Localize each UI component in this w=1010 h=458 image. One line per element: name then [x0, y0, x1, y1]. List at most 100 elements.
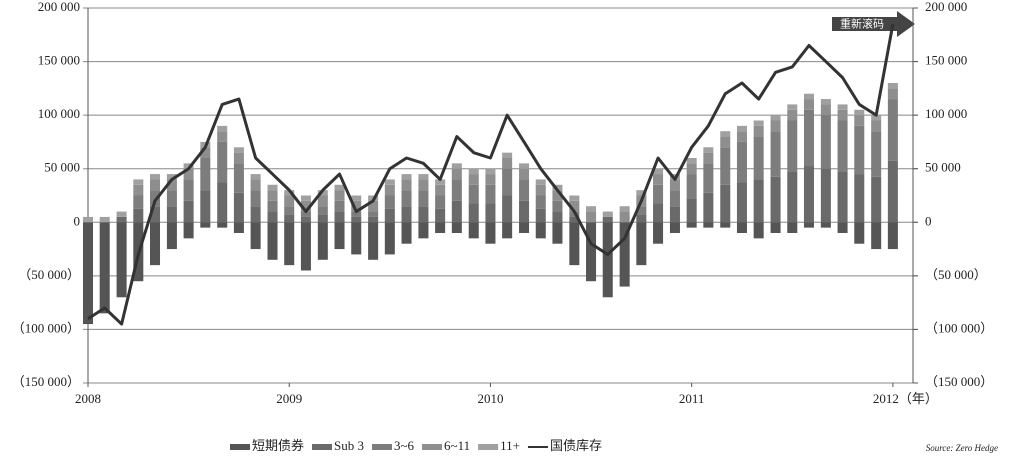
y-tick-label: （50 000）: [18, 267, 80, 282]
y2-tick-label: （100 000）: [925, 320, 993, 335]
bar: [787, 109, 798, 121]
bar: [820, 168, 831, 223]
bar: [418, 179, 429, 191]
bar: [569, 222, 580, 266]
bar: [401, 179, 412, 191]
legend-label: 国债库存: [550, 438, 602, 453]
y-tick-label: 100 000: [38, 106, 80, 121]
bar: [569, 200, 580, 212]
bar: [250, 179, 261, 191]
bar: [149, 174, 161, 180]
bar: [502, 168, 513, 196]
bar: [300, 200, 311, 212]
bar: [669, 206, 680, 223]
bar: [149, 179, 161, 191]
annotation: 重新滚码: [832, 11, 915, 37]
bar: [803, 93, 814, 100]
y2-tick-label: （150 000）: [925, 374, 993, 389]
bar: [284, 222, 295, 266]
bar: [485, 174, 496, 185]
legend-swatch: [230, 444, 250, 450]
bar: [753, 136, 764, 180]
legend: 短期债券 Sub 3 3~6 6~11 11+ 国债库存: [230, 438, 602, 453]
legend-swatch: [372, 444, 392, 450]
bar: [435, 179, 446, 185]
bar: [519, 163, 530, 169]
bar: [166, 190, 177, 207]
bar: [468, 222, 479, 239]
source-note: Source: Zero Hedge: [926, 443, 998, 453]
bar: [686, 163, 697, 175]
y-tick-label: （100 000）: [12, 320, 80, 335]
bar: [753, 222, 764, 239]
bar: [418, 174, 429, 180]
bar: [619, 206, 630, 212]
bar: [116, 222, 127, 298]
y2-tick-label: 50 000: [925, 160, 961, 175]
bar: [502, 152, 513, 158]
bar: [116, 216, 127, 223]
bar: [535, 179, 546, 185]
bar: [435, 222, 446, 233]
bar: [401, 174, 412, 180]
bar: [217, 125, 228, 132]
bar: [351, 211, 362, 217]
bar: [787, 222, 798, 233]
bar: [183, 200, 194, 223]
bar: [720, 136, 731, 148]
bar: [166, 179, 177, 191]
x-tick-label: 2011: [679, 391, 705, 406]
bar: [451, 179, 462, 201]
bar: [116, 211, 127, 217]
bar: [887, 88, 898, 100]
bar: [803, 109, 814, 167]
y-tick-label: 150 000: [38, 53, 80, 68]
bar: [871, 176, 882, 223]
bar: [837, 109, 848, 121]
bar: [384, 195, 395, 209]
y2-tick-label: 100 000: [925, 106, 967, 121]
legend-label: 11+: [500, 438, 520, 453]
bar: [435, 208, 446, 223]
bar: [871, 222, 882, 250]
bar: [284, 190, 295, 196]
bar: [233, 152, 244, 164]
bar: [317, 214, 328, 223]
legend-swatch: [312, 444, 333, 450]
x-tick-label: 2008: [75, 391, 101, 406]
bar: [267, 184, 278, 191]
bar: [854, 125, 865, 175]
bar: [736, 125, 747, 132]
bar: [770, 131, 781, 177]
bar: [669, 222, 680, 233]
bar: [468, 184, 479, 204]
bar: [451, 168, 462, 180]
bar: [854, 109, 865, 116]
bar: [317, 206, 328, 215]
bar: [653, 174, 664, 185]
bar: [200, 190, 211, 223]
bar: [887, 83, 898, 89]
bar: [82, 222, 94, 325]
bar: [468, 168, 479, 175]
bar: [351, 200, 362, 212]
bar: [502, 222, 513, 239]
bar: [519, 222, 530, 233]
bar: [418, 190, 429, 207]
bar: [787, 104, 798, 110]
bar: [703, 147, 714, 153]
bar: [284, 214, 295, 223]
bar: [300, 195, 311, 201]
bar: [384, 179, 395, 185]
bar: [653, 222, 664, 244]
bar: [703, 222, 714, 228]
bar: [451, 200, 462, 223]
bar: [468, 203, 479, 223]
bar: [133, 179, 144, 185]
bar: [753, 179, 764, 223]
bar: [200, 222, 211, 228]
bar: [149, 206, 161, 223]
bar: [351, 222, 362, 255]
bar: [535, 184, 546, 196]
bar: [871, 131, 882, 177]
